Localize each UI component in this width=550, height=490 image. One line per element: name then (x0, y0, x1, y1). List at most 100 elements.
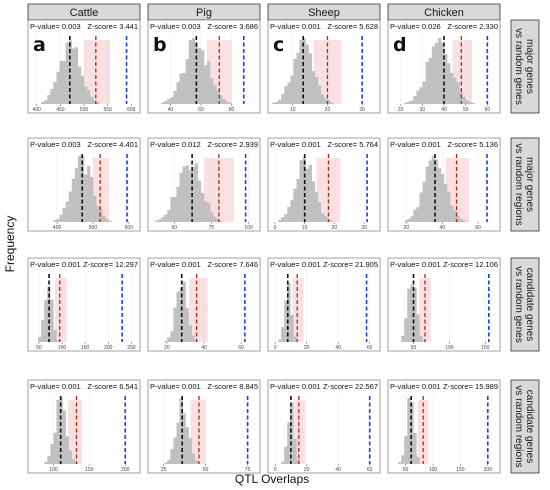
histogram-bar (44, 100, 48, 104)
column-label-chicken: Chicken (424, 7, 464, 19)
histogram-bar (287, 422, 291, 464)
p-value-label: P-value= 0.001 (270, 260, 321, 269)
histogram-bar (311, 71, 316, 104)
histogram-bar (431, 156, 436, 222)
histogram-bar (170, 448, 174, 464)
panel-2-2: 0 20 40 60 P-value= 0.001 Z-score= 21.905 (267, 257, 381, 352)
x-tick-label: 40 (201, 345, 207, 351)
histogram-bar (302, 38, 306, 104)
panel-2-0: 50 100 150 200 250 P-value= 0.001 Z-score= 12.… (27, 257, 141, 352)
histogram-bar (173, 307, 177, 342)
histogram-bar (437, 168, 442, 222)
p-value-label: P-value= 0.001 (270, 382, 321, 391)
x-tick-label: 50 (203, 467, 209, 473)
histogram-bar (320, 213, 325, 222)
histogram-bar (56, 339, 60, 342)
histogram-bar (410, 284, 414, 342)
histogram-bar (77, 156, 82, 222)
histogram-bar (179, 73, 183, 104)
histogram-bar (434, 42, 439, 104)
histogram-bar (459, 218, 463, 222)
histogram-bar (287, 282, 291, 342)
histogram-bar (296, 178, 300, 222)
x-tick-label: 20 (332, 225, 338, 231)
histogram-bar (204, 201, 208, 222)
histogram-bar (311, 181, 316, 222)
x-tick-label: 60 (238, 345, 244, 351)
histogram-bar (164, 100, 168, 104)
histogram-bar (102, 215, 106, 222)
confidence-shade (190, 400, 206, 464)
histogram-bar (447, 63, 451, 104)
histogram-bar (413, 209, 417, 222)
x-tick-label: 0 (274, 467, 277, 473)
histogram-bar (87, 166, 91, 222)
histogram-bar (176, 81, 180, 104)
histogram-bar (194, 163, 199, 222)
histogram-bar (453, 77, 457, 104)
histogram-bar (278, 219, 282, 222)
histogram-bar (74, 47, 79, 104)
histogram-bar (161, 217, 165, 222)
x-tick-label: 60 (198, 107, 204, 113)
z-score-label: Z-score= 4.401 (87, 140, 138, 149)
x-tick-label: 200 (121, 467, 130, 473)
y-axis-title: Frequency (3, 216, 17, 273)
panel-0-1: 40 60 80 P-value= 0.003 Z-score= 3.686 b (147, 19, 261, 114)
histogram-bar (299, 40, 303, 104)
histogram-bar (410, 216, 414, 222)
histogram-bar (410, 100, 414, 104)
panel-1-2: 0 10 20 30 P-value= 0.001 Z-score= 5.764 (267, 137, 381, 232)
histogram-bar (194, 43, 199, 104)
histogram-bar (216, 218, 220, 222)
z-score-label: Z-score= 22.567 (323, 382, 378, 391)
histogram-bar (219, 95, 223, 104)
histogram-bar (59, 60, 63, 104)
confidence-shade (92, 158, 110, 222)
x-tick-label: 10 (290, 107, 296, 113)
x-tick-label: 150 (81, 345, 90, 351)
histogram-bar (299, 160, 303, 222)
x-tick-label: 150 (456, 467, 465, 473)
histogram-bar (330, 220, 334, 222)
panel-letter-d: d (393, 34, 407, 56)
histogram-bar (194, 460, 199, 464)
histogram-bar (422, 340, 426, 342)
histogram-bar (416, 90, 420, 104)
histogram-bar (407, 218, 411, 222)
panel-2-1: 20 40 60 P-value= 0.001 Z-score= 7.646 (147, 257, 261, 352)
x-tick-label: 250 (127, 345, 136, 351)
histogram-bar (428, 57, 432, 104)
panel-letter-a: a (33, 34, 46, 56)
histogram-bar (419, 336, 423, 342)
histogram-bar (314, 76, 319, 104)
histogram-bar (284, 300, 288, 342)
histogram-bar (228, 102, 232, 104)
histogram-bar (444, 184, 448, 222)
x-tick-label: 60 (367, 345, 373, 351)
histogram-bar (191, 167, 196, 222)
histogram-bar (222, 99, 226, 104)
histogram-bar (170, 197, 174, 222)
x-tick-label: 50 (36, 345, 42, 351)
histogram-bar (462, 220, 466, 222)
x-tick-label: 20 (404, 225, 410, 231)
histogram-bar (191, 38, 196, 104)
row-label-line2: vs random regions (513, 385, 524, 467)
histogram-bar (290, 199, 294, 222)
z-score-label: Z-score= 6.541 (87, 382, 138, 391)
histogram-bar (62, 410, 66, 464)
histogram-bar (105, 218, 109, 222)
histogram-bar (68, 450, 72, 464)
histogram-bar (74, 168, 79, 222)
histogram-bar (170, 97, 174, 104)
histogram-bar (65, 201, 69, 222)
row-strip (510, 19, 540, 114)
histogram-bar (56, 219, 60, 222)
histogram-bar (293, 188, 297, 222)
x-tick-label: 0 (274, 225, 277, 231)
histogram-bar (317, 85, 322, 104)
histogram-bar (213, 85, 217, 104)
